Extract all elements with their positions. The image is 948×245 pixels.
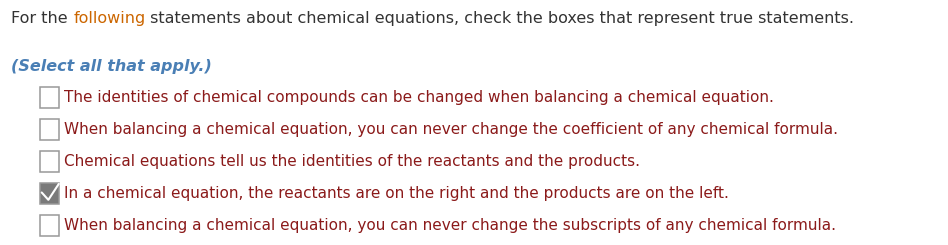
Text: When balancing a chemical equation, you can never change the subscripts of any c: When balancing a chemical equation, you … [64,218,836,233]
Text: When balancing a chemical equation, you can never change the coefficient of any : When balancing a chemical equation, you … [64,122,838,137]
FancyBboxPatch shape [40,215,59,236]
Text: statements about chemical equations, check the boxes that represent true stateme: statements about chemical equations, che… [145,11,854,26]
Text: following: following [73,11,145,26]
FancyBboxPatch shape [40,87,59,108]
Text: (Select all that apply.): (Select all that apply.) [11,59,212,74]
Text: For the: For the [11,11,73,26]
Text: In a chemical equation, the reactants are on the right and the products are on t: In a chemical equation, the reactants ar… [64,186,729,201]
FancyBboxPatch shape [40,151,59,172]
FancyBboxPatch shape [40,119,59,140]
Text: Chemical equations tell us the identities of the reactants and the products.: Chemical equations tell us the identitie… [64,154,641,169]
FancyBboxPatch shape [40,183,59,204]
Text: The identities of chemical compounds can be changed when balancing a chemical eq: The identities of chemical compounds can… [64,90,775,105]
